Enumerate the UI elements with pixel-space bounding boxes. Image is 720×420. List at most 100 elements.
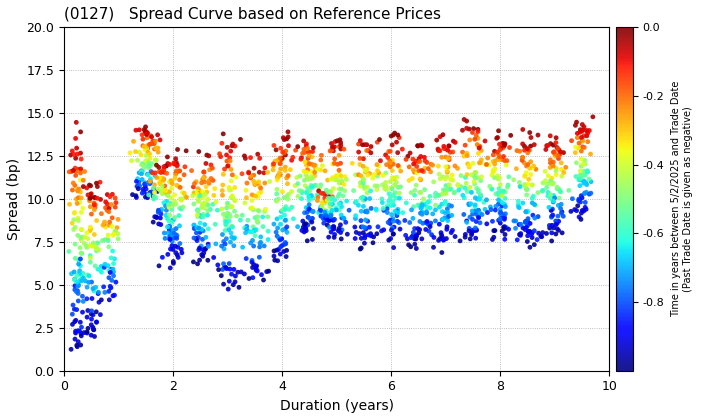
Point [493, 192, 505, 199]
Point [142, 194, 153, 201]
Point [552, 184, 563, 191]
Point [550, 134, 562, 141]
Point [358, 176, 369, 183]
Point [169, 160, 181, 167]
Point [415, 153, 426, 160]
Point [300, 158, 312, 165]
Point [502, 184, 513, 191]
Point [226, 223, 238, 230]
Point [578, 132, 590, 139]
Point [71, 343, 83, 350]
Point [548, 192, 559, 199]
Point [70, 155, 81, 162]
Point [212, 262, 224, 268]
Point [221, 219, 233, 226]
Point [188, 222, 199, 228]
Point [130, 194, 142, 201]
Point [462, 188, 473, 195]
Point [412, 158, 423, 165]
Point [199, 178, 210, 185]
Point [521, 186, 533, 193]
Point [391, 207, 402, 214]
Point [76, 250, 88, 257]
Point [362, 172, 374, 178]
Point [415, 210, 426, 217]
Point [262, 236, 274, 243]
Point [384, 194, 396, 201]
Point [137, 142, 148, 149]
Point [339, 173, 351, 180]
Point [158, 200, 170, 206]
Point [324, 224, 336, 231]
Point [82, 235, 94, 242]
Point [381, 161, 392, 168]
Point [202, 257, 214, 264]
Point [359, 168, 371, 175]
Point [521, 224, 532, 231]
Point [321, 217, 333, 223]
Point [279, 212, 290, 218]
Point [464, 184, 476, 191]
Point [163, 188, 175, 195]
Point [325, 211, 337, 218]
Point [495, 145, 507, 152]
Point [549, 153, 561, 160]
Point [413, 155, 425, 162]
Point [472, 135, 484, 142]
Point [290, 147, 302, 154]
Point [500, 203, 511, 210]
Point [89, 194, 101, 201]
Point [217, 181, 228, 188]
Point [577, 172, 588, 178]
Point [488, 166, 500, 173]
Point [339, 187, 351, 194]
Point [544, 164, 556, 171]
Point [333, 152, 345, 159]
Point [518, 159, 530, 166]
Point [75, 234, 86, 241]
Point [88, 326, 99, 333]
Point [112, 216, 124, 223]
Point [273, 196, 284, 202]
Point [302, 176, 314, 183]
Point [69, 276, 81, 283]
Point [419, 158, 431, 164]
Point [472, 128, 484, 135]
Point [327, 201, 338, 207]
Point [192, 213, 204, 220]
Point [528, 141, 540, 148]
Point [207, 201, 219, 208]
Point [552, 186, 563, 192]
Point [553, 186, 564, 193]
Point [150, 162, 162, 168]
Point [137, 168, 148, 175]
Point [220, 241, 231, 247]
Point [421, 159, 433, 166]
Point [319, 213, 330, 220]
Point [387, 142, 398, 148]
Point [171, 232, 183, 239]
Point [224, 266, 235, 273]
Point [303, 193, 315, 199]
Point [89, 333, 100, 340]
Point [255, 239, 266, 246]
Point [151, 174, 163, 181]
Point [331, 137, 343, 144]
Point [96, 237, 108, 244]
Point [369, 183, 381, 189]
Point [153, 208, 164, 215]
Point [459, 142, 471, 149]
Point [391, 210, 402, 217]
Point [222, 210, 233, 216]
Point [229, 208, 240, 215]
Point [267, 166, 279, 173]
Point [320, 208, 331, 215]
Point [423, 221, 435, 228]
Point [517, 225, 528, 231]
Point [199, 200, 210, 206]
Point [444, 186, 455, 193]
Point [441, 235, 452, 242]
Point [229, 197, 240, 204]
Point [228, 281, 239, 288]
Point [447, 177, 459, 184]
